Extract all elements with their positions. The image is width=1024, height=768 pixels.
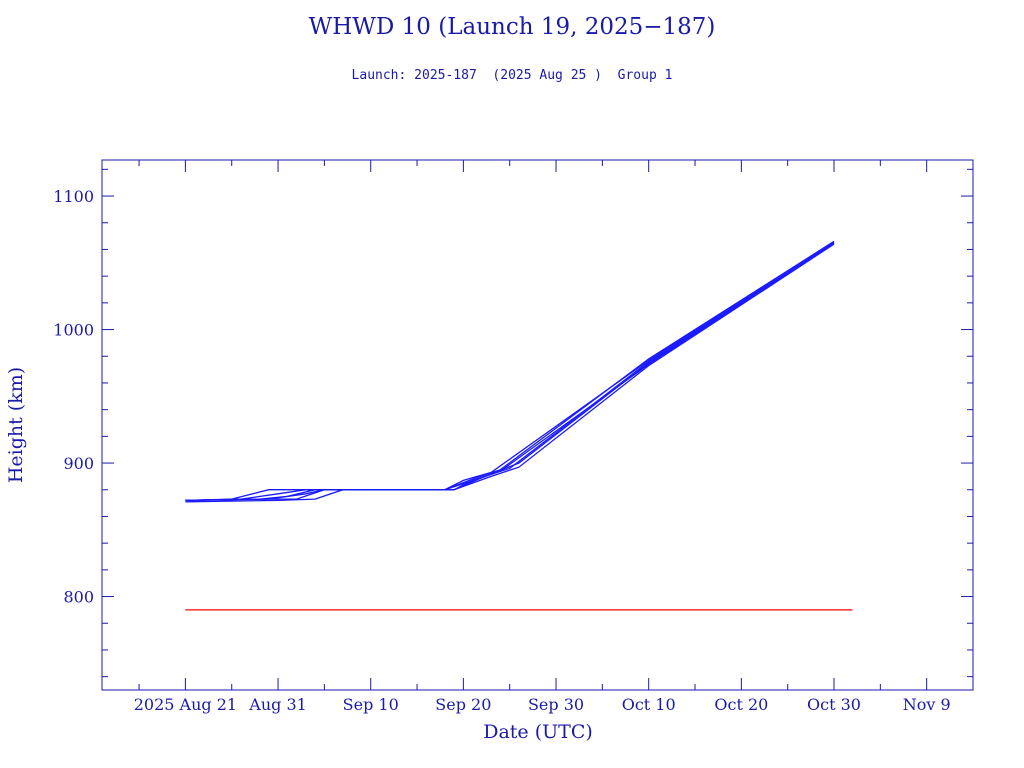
y-tick-label: 800 bbox=[63, 588, 94, 607]
series-line-3 bbox=[185, 240, 835, 502]
tick-layer: 2025 Aug 21 Aug 31 Sep 10 Sep 20 Sep 30 Oct 1… bbox=[53, 160, 974, 714]
x-tick-label: Sep 20 bbox=[435, 695, 491, 714]
series-layer bbox=[185, 240, 853, 611]
x-tick-label: Oct 30 bbox=[807, 695, 861, 714]
x-tick-label: Sep 10 bbox=[343, 695, 399, 714]
x-tick-label: Nov 9 bbox=[903, 695, 951, 714]
y-tick-label: 900 bbox=[63, 454, 94, 473]
x-tick-label: Sep 30 bbox=[528, 695, 584, 714]
plot-frame bbox=[101, 159, 974, 691]
series-line-1 bbox=[185, 242, 835, 502]
x-tick-label: 2025 Aug 21 bbox=[134, 695, 237, 714]
series-line-4 bbox=[185, 242, 835, 502]
x-tick-label: Oct 10 bbox=[622, 695, 676, 714]
x-tick-label: Oct 20 bbox=[714, 695, 768, 714]
series-line-5 bbox=[185, 242, 835, 502]
y-tick-label: 1100 bbox=[53, 187, 94, 206]
y-tick-label: 1000 bbox=[53, 321, 94, 340]
series-line-0 bbox=[185, 240, 835, 502]
page-subtitle: Launch: 2025-187 (2025 Aug 25 ) Group 1 bbox=[351, 68, 673, 83]
x-tick-label: Aug 31 bbox=[248, 695, 307, 714]
page-title: WHWD 10 (Launch 19, 2025−187) bbox=[308, 14, 716, 40]
y-axis-label: Height (km) bbox=[5, 367, 27, 483]
x-axis-label: Date (UTC) bbox=[483, 721, 593, 743]
